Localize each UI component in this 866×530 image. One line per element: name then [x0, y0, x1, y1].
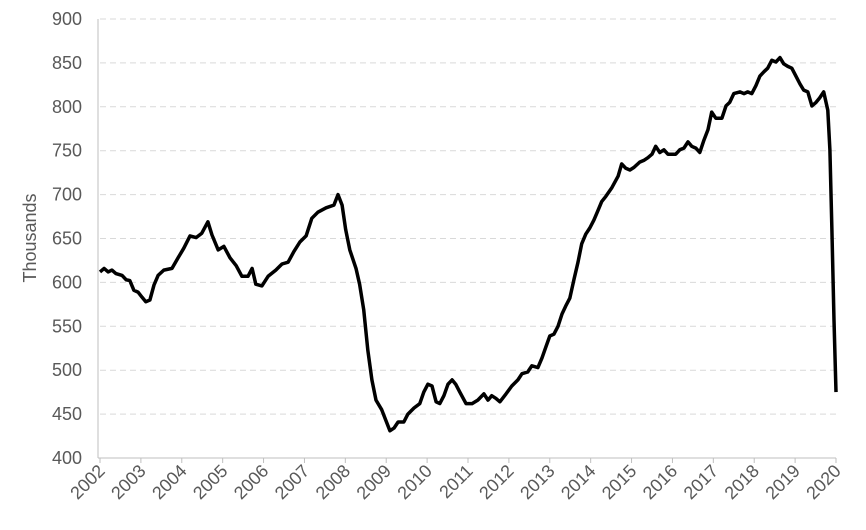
x-tick-label: 2004: [148, 461, 190, 503]
x-tick-label: 2007: [271, 461, 313, 503]
y-tick-label: 800: [52, 97, 82, 117]
x-tick-label: 2016: [639, 461, 681, 503]
x-tick-label: 2011: [435, 461, 477, 503]
x-tick-label: 2020: [802, 461, 844, 503]
y-tick-label: 900: [52, 9, 82, 29]
y-tick-label: 750: [52, 141, 82, 161]
y-tick-label: 500: [52, 360, 82, 380]
x-tick-label: 2009: [353, 461, 395, 503]
x-tick-label: 2003: [107, 461, 149, 503]
y-tick-label: 850: [52, 53, 82, 73]
y-tick-label: 700: [52, 185, 82, 205]
y-tick-label: 450: [52, 404, 82, 424]
x-tick-label: 2010: [393, 461, 435, 503]
x-tick-label: 2005: [189, 461, 231, 503]
y-tick-label: 400: [52, 448, 82, 468]
y-tick-label: 650: [52, 229, 82, 249]
y-tick-label: 600: [52, 272, 82, 292]
x-tick-label: 2019: [761, 461, 803, 503]
x-tick-label: 2014: [557, 461, 599, 503]
y-axis-title: Thousands: [20, 193, 40, 282]
data-line: [98, 55, 838, 433]
y-tick-label: 550: [52, 316, 82, 336]
x-tick-label: 2008: [312, 461, 354, 503]
x-tick-label: 2018: [721, 461, 763, 503]
x-tick-label: 2006: [230, 461, 272, 503]
x-tick-label: 2015: [598, 461, 640, 503]
x-tick-label: 2012: [475, 461, 517, 503]
x-tick-label: 2017: [680, 461, 722, 503]
x-tick-label: 2013: [516, 461, 558, 503]
